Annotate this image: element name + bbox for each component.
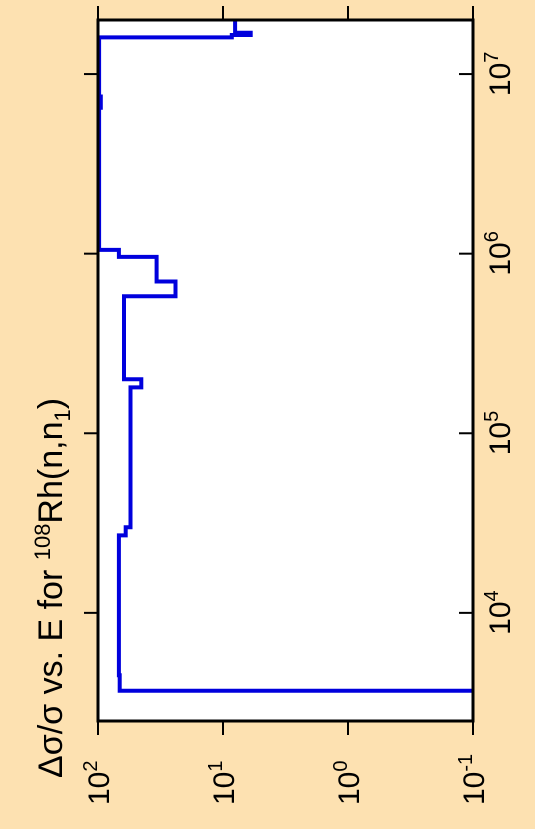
ratio-tick-label-0: 102 xyxy=(80,761,116,806)
title-isotope-mass: 108 xyxy=(30,524,55,561)
energy-tick-label-2: 106 xyxy=(481,231,517,276)
ratio-tick-label-1: 101 xyxy=(205,761,241,806)
plot-frame xyxy=(96,18,475,723)
ratio-tick-label-2: 100 xyxy=(330,761,366,806)
chart-title: Δσ/σ vs. E for 108Rh(n,n1) xyxy=(30,398,75,778)
title-element: Rh(n,n xyxy=(32,422,70,524)
ratio-tick-label-3: 10-1 xyxy=(455,754,491,805)
title-subscript: 1 xyxy=(50,409,75,421)
title-suffix: ) xyxy=(32,398,70,409)
series-line-0 xyxy=(97,20,473,693)
axis-layer: 104 105 106 107 102 101 100 10-1 xyxy=(80,6,517,805)
title-prefix: Δσ/σ vs. E for xyxy=(32,560,70,778)
energy-tick-label-3: 107 xyxy=(481,52,517,97)
plot-area xyxy=(98,20,473,721)
energy-tick-label-1: 105 xyxy=(481,411,517,456)
energy-tick-label-0: 104 xyxy=(481,590,517,635)
series-layer xyxy=(97,20,473,693)
